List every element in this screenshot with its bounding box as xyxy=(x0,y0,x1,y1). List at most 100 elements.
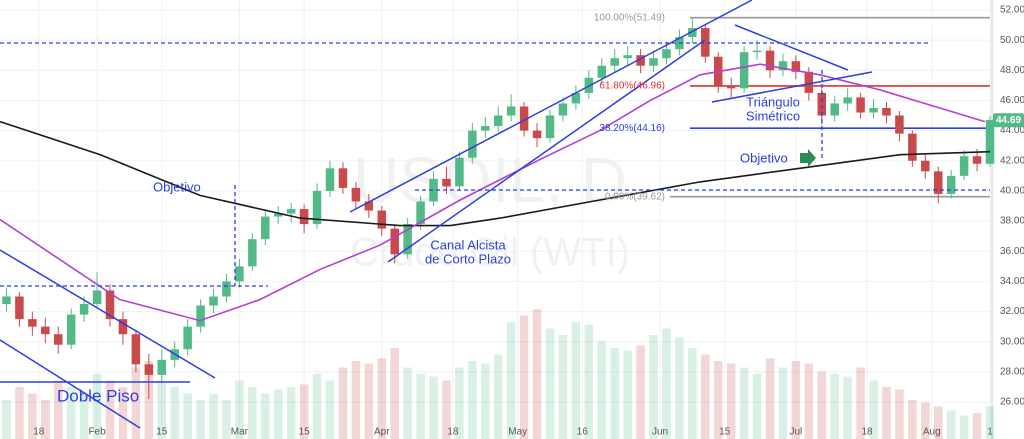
candle-body xyxy=(351,187,361,202)
volume-bar xyxy=(312,374,322,439)
volume-bar xyxy=(481,363,490,439)
volume-bar xyxy=(15,387,24,439)
candle-body xyxy=(649,58,658,66)
y-tick-label: 30.00 xyxy=(1000,336,1024,347)
volume-bar xyxy=(325,380,335,439)
candle-body xyxy=(325,168,335,191)
volume-bar xyxy=(2,400,11,439)
candle-body xyxy=(532,130,542,139)
volume-bar xyxy=(662,328,671,439)
trend-line xyxy=(0,249,216,379)
candle-body xyxy=(817,92,827,116)
volume-bar xyxy=(53,380,63,439)
volume-bar xyxy=(765,358,775,439)
candle-body xyxy=(222,281,231,297)
candle-body xyxy=(312,190,322,225)
volume-bar xyxy=(235,380,244,439)
candle-body xyxy=(765,50,775,71)
volume-bar xyxy=(364,363,374,439)
volume-bar xyxy=(908,400,917,439)
volume-bar xyxy=(843,376,852,439)
candle-body xyxy=(235,266,244,282)
candle-body xyxy=(946,175,956,194)
volume-bar xyxy=(701,354,710,439)
volume-bar xyxy=(92,374,102,439)
trend-line xyxy=(349,0,753,213)
y-tick-label: 32.00 xyxy=(1000,306,1024,317)
watermark: USOIL, D xyxy=(353,144,627,216)
candle-body xyxy=(28,319,37,327)
volume-bar xyxy=(584,324,594,439)
candle-body xyxy=(196,305,205,327)
volume-bar xyxy=(493,354,503,439)
volume-bar xyxy=(675,337,684,439)
volume-bar xyxy=(338,367,348,439)
candle-body xyxy=(481,126,490,131)
volume-bar xyxy=(442,380,451,439)
candle-body xyxy=(959,156,969,176)
volume-bar xyxy=(144,361,154,439)
candle-body xyxy=(701,28,710,57)
volume-bar xyxy=(183,393,192,439)
candle-body xyxy=(830,103,839,116)
x-tick-label: 18 xyxy=(33,427,45,438)
candle-body xyxy=(506,106,516,116)
volume-bar xyxy=(455,367,464,439)
candle-body xyxy=(416,201,425,225)
x-tick-label: 18 xyxy=(861,427,873,438)
annotation: Doble Piso xyxy=(57,386,139,405)
arrow-icon xyxy=(800,149,816,167)
candle-body xyxy=(144,364,154,375)
x-tick-label: 16 xyxy=(577,427,589,438)
candle-body xyxy=(209,296,218,306)
volume-bar xyxy=(157,380,167,439)
volume-bar xyxy=(532,309,542,439)
candle-body xyxy=(15,296,24,320)
y-tick-label: 46.00 xyxy=(1000,95,1024,106)
volume-bar xyxy=(558,335,568,439)
volume-bar xyxy=(429,376,438,439)
candle-body xyxy=(183,326,192,350)
candle-body xyxy=(597,65,607,78)
y-tick-label: 42.00 xyxy=(1000,155,1024,166)
volume-bar xyxy=(597,341,607,439)
candle-body xyxy=(985,120,995,164)
candle-body xyxy=(882,107,891,116)
candle-body xyxy=(752,50,762,53)
volume-bar xyxy=(403,367,412,439)
candle-body xyxy=(726,85,736,89)
volume-bar xyxy=(506,322,516,439)
candle-body xyxy=(41,326,50,335)
volume-bar xyxy=(739,367,749,439)
x-tick-label: Apr xyxy=(374,427,390,438)
volume-bar xyxy=(895,389,904,439)
candle-body xyxy=(442,178,451,187)
x-tick-label: 15 xyxy=(719,427,731,438)
candle-body xyxy=(778,61,788,71)
candle-body xyxy=(261,216,270,240)
volume-bar xyxy=(377,358,387,439)
x-tick-label: 15 xyxy=(299,427,311,438)
trend-line xyxy=(387,39,706,263)
candle-body xyxy=(286,209,296,214)
candle-body xyxy=(545,115,555,139)
y-tick-label: 26.00 xyxy=(1000,397,1024,408)
candle-body xyxy=(791,61,801,72)
candle-body xyxy=(688,28,697,38)
candle-body xyxy=(843,97,852,104)
volume-bar xyxy=(261,393,270,439)
volume-bar xyxy=(41,400,50,439)
candle-body xyxy=(338,168,348,188)
triangle-line xyxy=(711,71,873,103)
candle-body xyxy=(299,209,309,225)
volume-bar xyxy=(830,374,839,439)
volume-bar xyxy=(921,402,930,439)
volume-bar xyxy=(972,413,982,439)
x-tick-label: Aug xyxy=(923,427,941,438)
candle-body xyxy=(869,107,878,113)
x-tick-label: Mar xyxy=(231,427,249,438)
candle-body xyxy=(804,71,814,93)
last-price-label: 44.69 xyxy=(996,115,1021,126)
annotation: Objetivo xyxy=(740,150,788,165)
